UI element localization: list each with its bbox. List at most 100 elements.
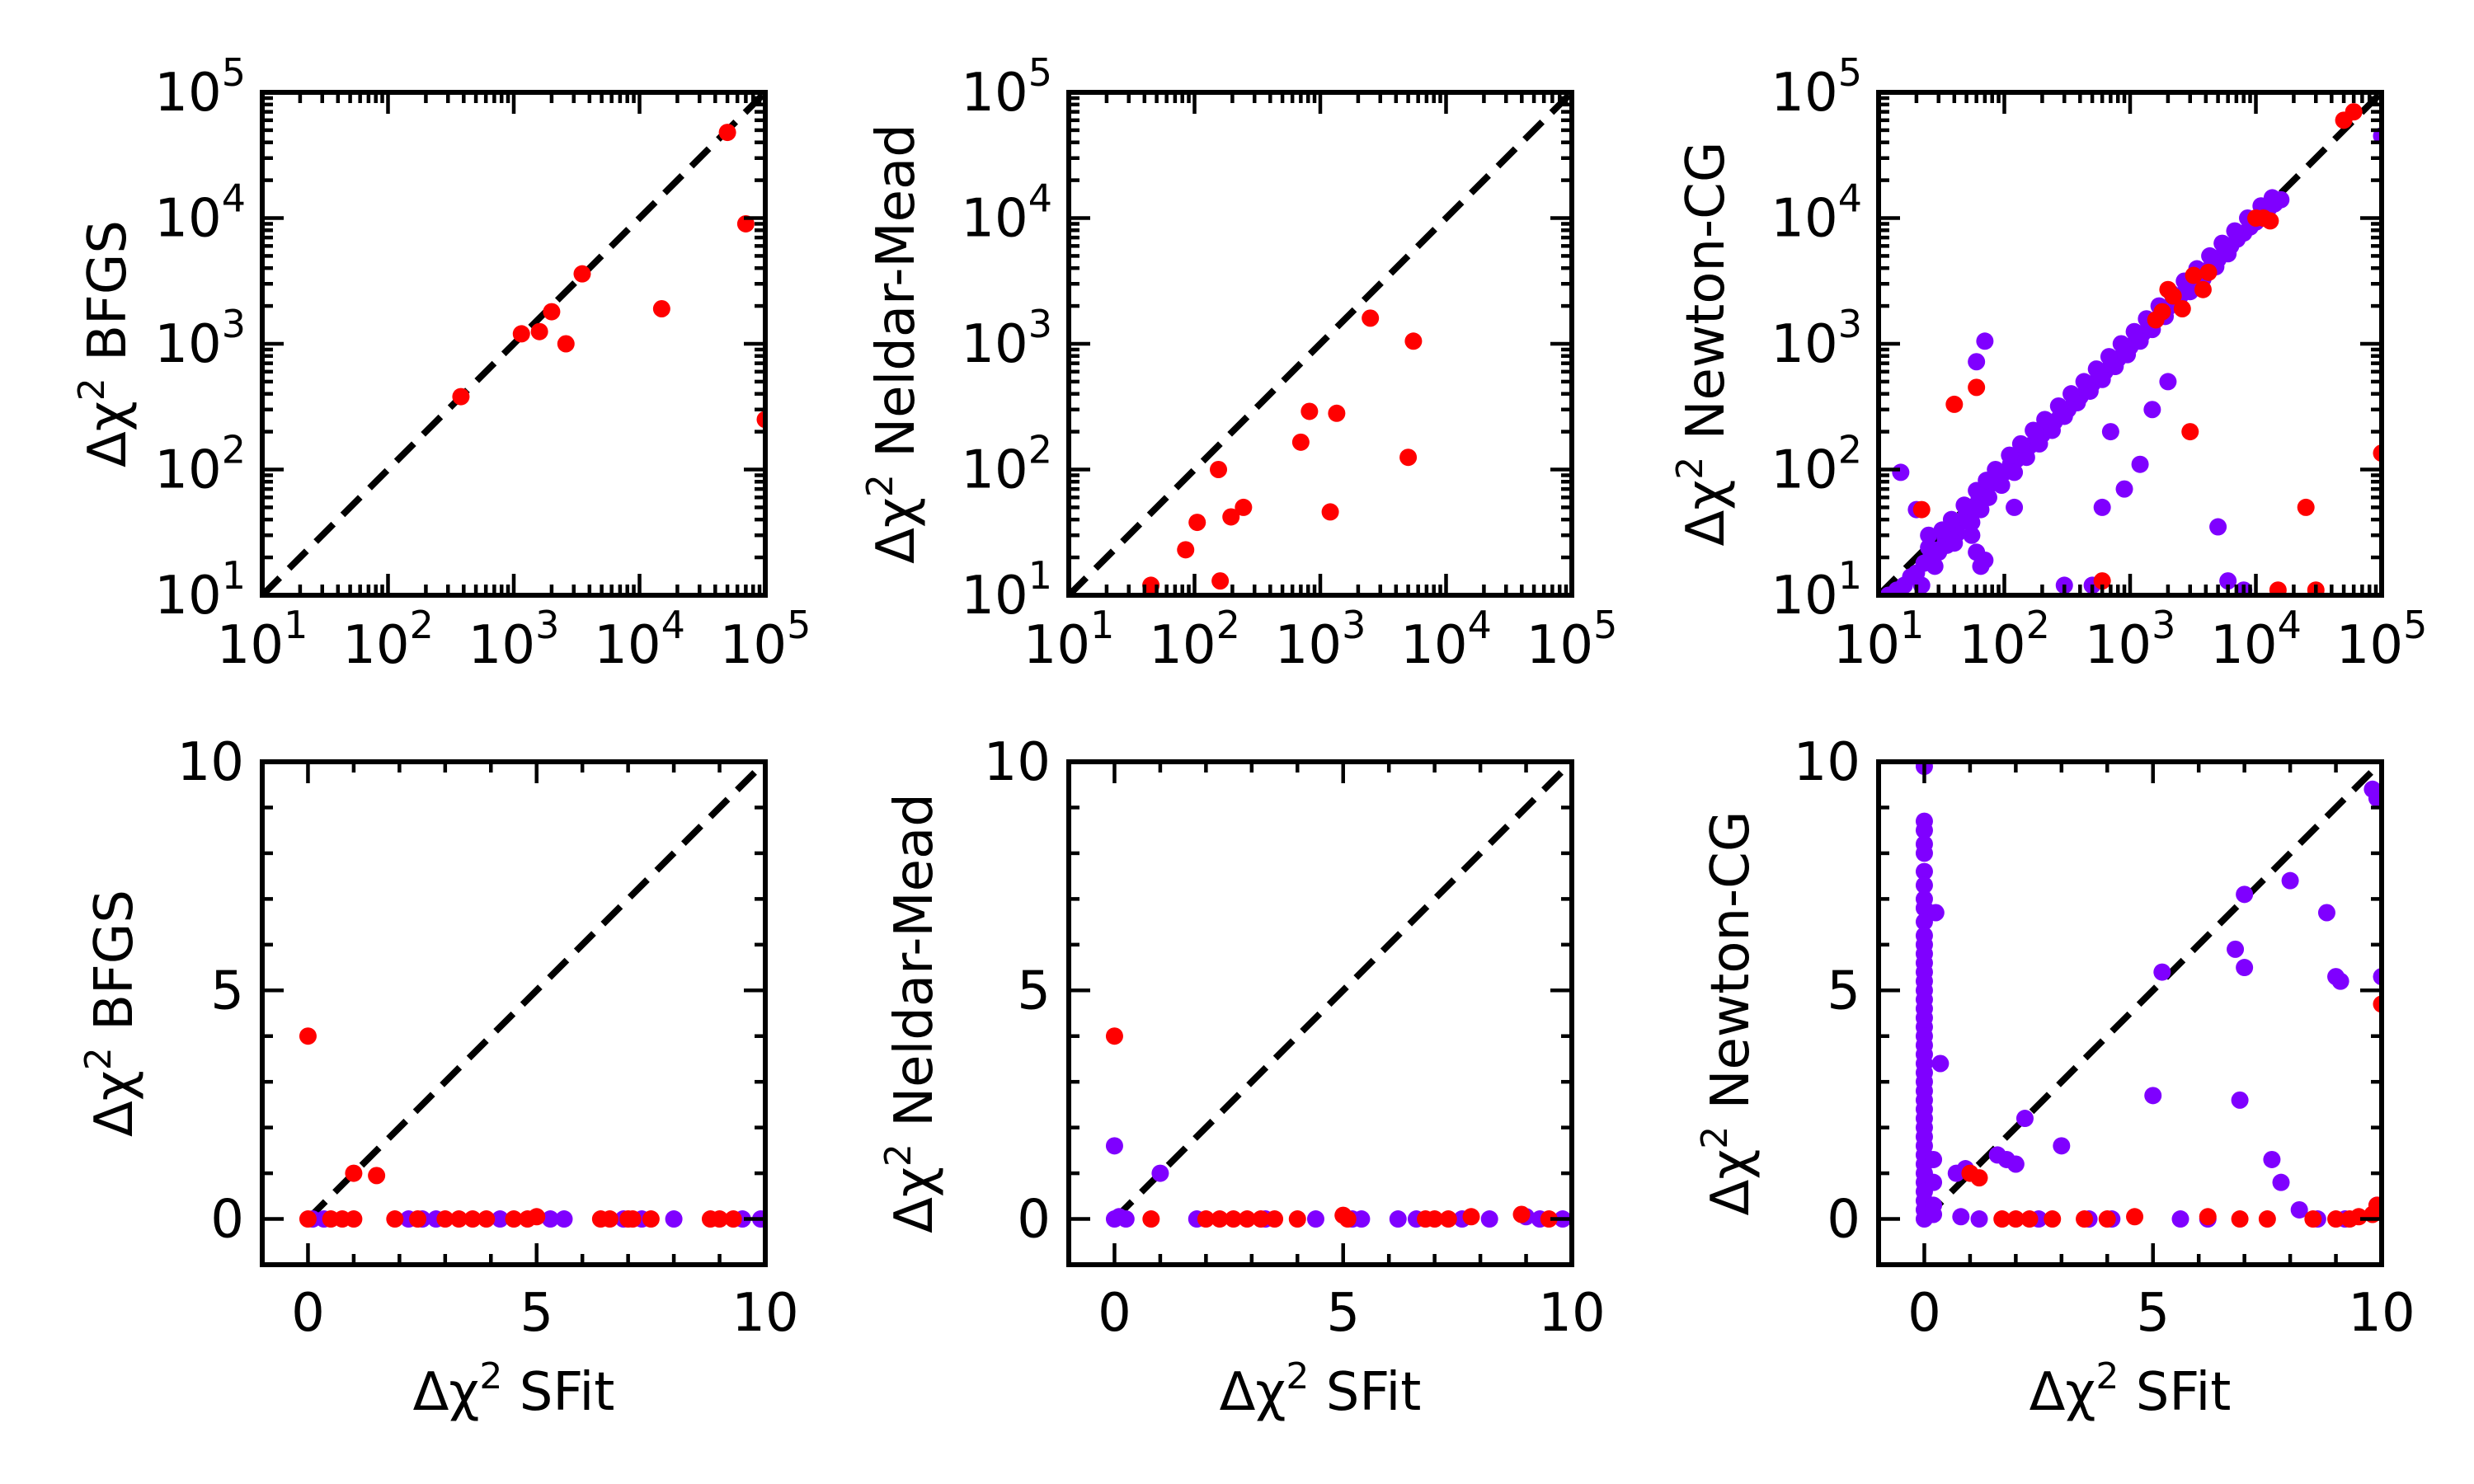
x-tick-label: 105 [2336,603,2428,676]
data-point [2053,1137,2071,1155]
data-point [665,1210,683,1228]
data-point [2236,959,2254,977]
y-tick-label: 101 [154,553,246,627]
x-axis-label: Δχ2 SFit [413,1355,615,1423]
data-point [1480,1210,1498,1228]
data-point [2006,463,2024,481]
data-point [2349,1208,2368,1226]
data-point [1930,543,1948,561]
x-tick-label: 10 [731,1283,798,1344]
data-point [2199,263,2218,281]
data-point [2345,103,2363,121]
x-axis-label-symbol: Δχ [413,1362,480,1423]
y-tick-label: 5 [1827,960,1860,1021]
data-point [2075,373,2093,391]
data-point [2263,1150,2281,1168]
data-point [1288,1210,1306,1228]
data-point [1439,1210,1457,1228]
y-tick-label: 10 [984,732,1051,793]
data-point [1238,1210,1256,1228]
data-point [2011,434,2030,453]
data-point [1976,551,1994,569]
data-point [2093,572,2111,590]
data-point [1915,876,1933,895]
ticks [1879,759,2384,1265]
data-point [2227,940,2245,958]
data-point [1117,1210,1135,1228]
y-axis-label-method: BFGS [78,220,139,378]
data-point [2164,287,2182,305]
data-point [2153,303,2171,321]
data-point [1328,404,1346,422]
data-point [1970,1210,1988,1228]
data-point [2015,1110,2034,1128]
y-axis-label-symbol: Δχ [78,401,139,467]
y-tick-label: 102 [154,428,246,501]
y-tick-label: 103 [961,302,1052,375]
data-point [718,124,736,142]
y-axis-label-method: Neldar-Mead [866,124,927,474]
x-tick-label: 5 [1326,1283,1360,1344]
data-point [436,1210,454,1228]
data-point [1987,461,2005,478]
data-point [711,1210,729,1228]
data-point [642,1210,660,1228]
data-point [1105,1027,1123,1045]
data-point [2304,1210,2322,1228]
data-point [463,1210,482,1228]
data-point [491,1210,509,1228]
data-point [724,1210,742,1228]
data-point [1210,461,1228,478]
data-point [2087,360,2105,378]
data-point [1992,477,2011,495]
tick-labels: 00 5 5 10 10 [1794,732,2415,1344]
y-tick-label: 104 [961,176,1052,250]
x-tick-label: 5 [2136,1283,2170,1344]
data-point [345,1210,363,1228]
data-point [1976,332,1994,350]
data-point [1970,1169,1988,1187]
data-point [2017,448,2035,467]
data-point [2199,1208,2217,1226]
y-tick-label: 102 [1771,428,1862,501]
x-tick-label: 102 [342,603,434,676]
y-tick-label: 103 [154,302,246,375]
x-axis-label-method: SFit [2119,1362,2231,1423]
data-point [2231,1091,2249,1109]
tick-labels: 00 5 5 10 10 [177,732,799,1344]
ticks [260,90,768,598]
data-point [2368,1196,2382,1214]
y-tick-label: 104 [1771,176,1862,250]
data-point [2269,581,2287,595]
data-point [1151,1164,1169,1182]
identity-line [262,92,765,595]
data-point [1266,1210,1284,1228]
data-point [1963,514,1981,532]
data-point [1942,510,1960,528]
data-point [1321,503,1339,521]
y-tick-label: 102 [961,428,1052,501]
data-point [1306,1210,1324,1228]
data-point [555,1210,573,1228]
data-point [2181,423,2199,441]
x-tick-label: 0 [291,1283,325,1344]
data-point [1235,498,1253,516]
ticks [1066,90,1574,598]
data-point [1252,1210,1270,1228]
y-tick-label: 5 [210,960,244,1021]
data-point [512,325,530,343]
data-point [2213,234,2232,252]
ticks [1876,90,2384,598]
y-tick-label: 10 [1794,732,1860,793]
y-tick-label: 10 [177,732,244,793]
identity-line [1069,92,1572,595]
y-axis-label-method: Neldar-Mead [884,793,945,1144]
series-red [452,124,765,429]
data-point [299,1027,317,1045]
x-axis-label-symbol: Δχ [2030,1362,2096,1423]
